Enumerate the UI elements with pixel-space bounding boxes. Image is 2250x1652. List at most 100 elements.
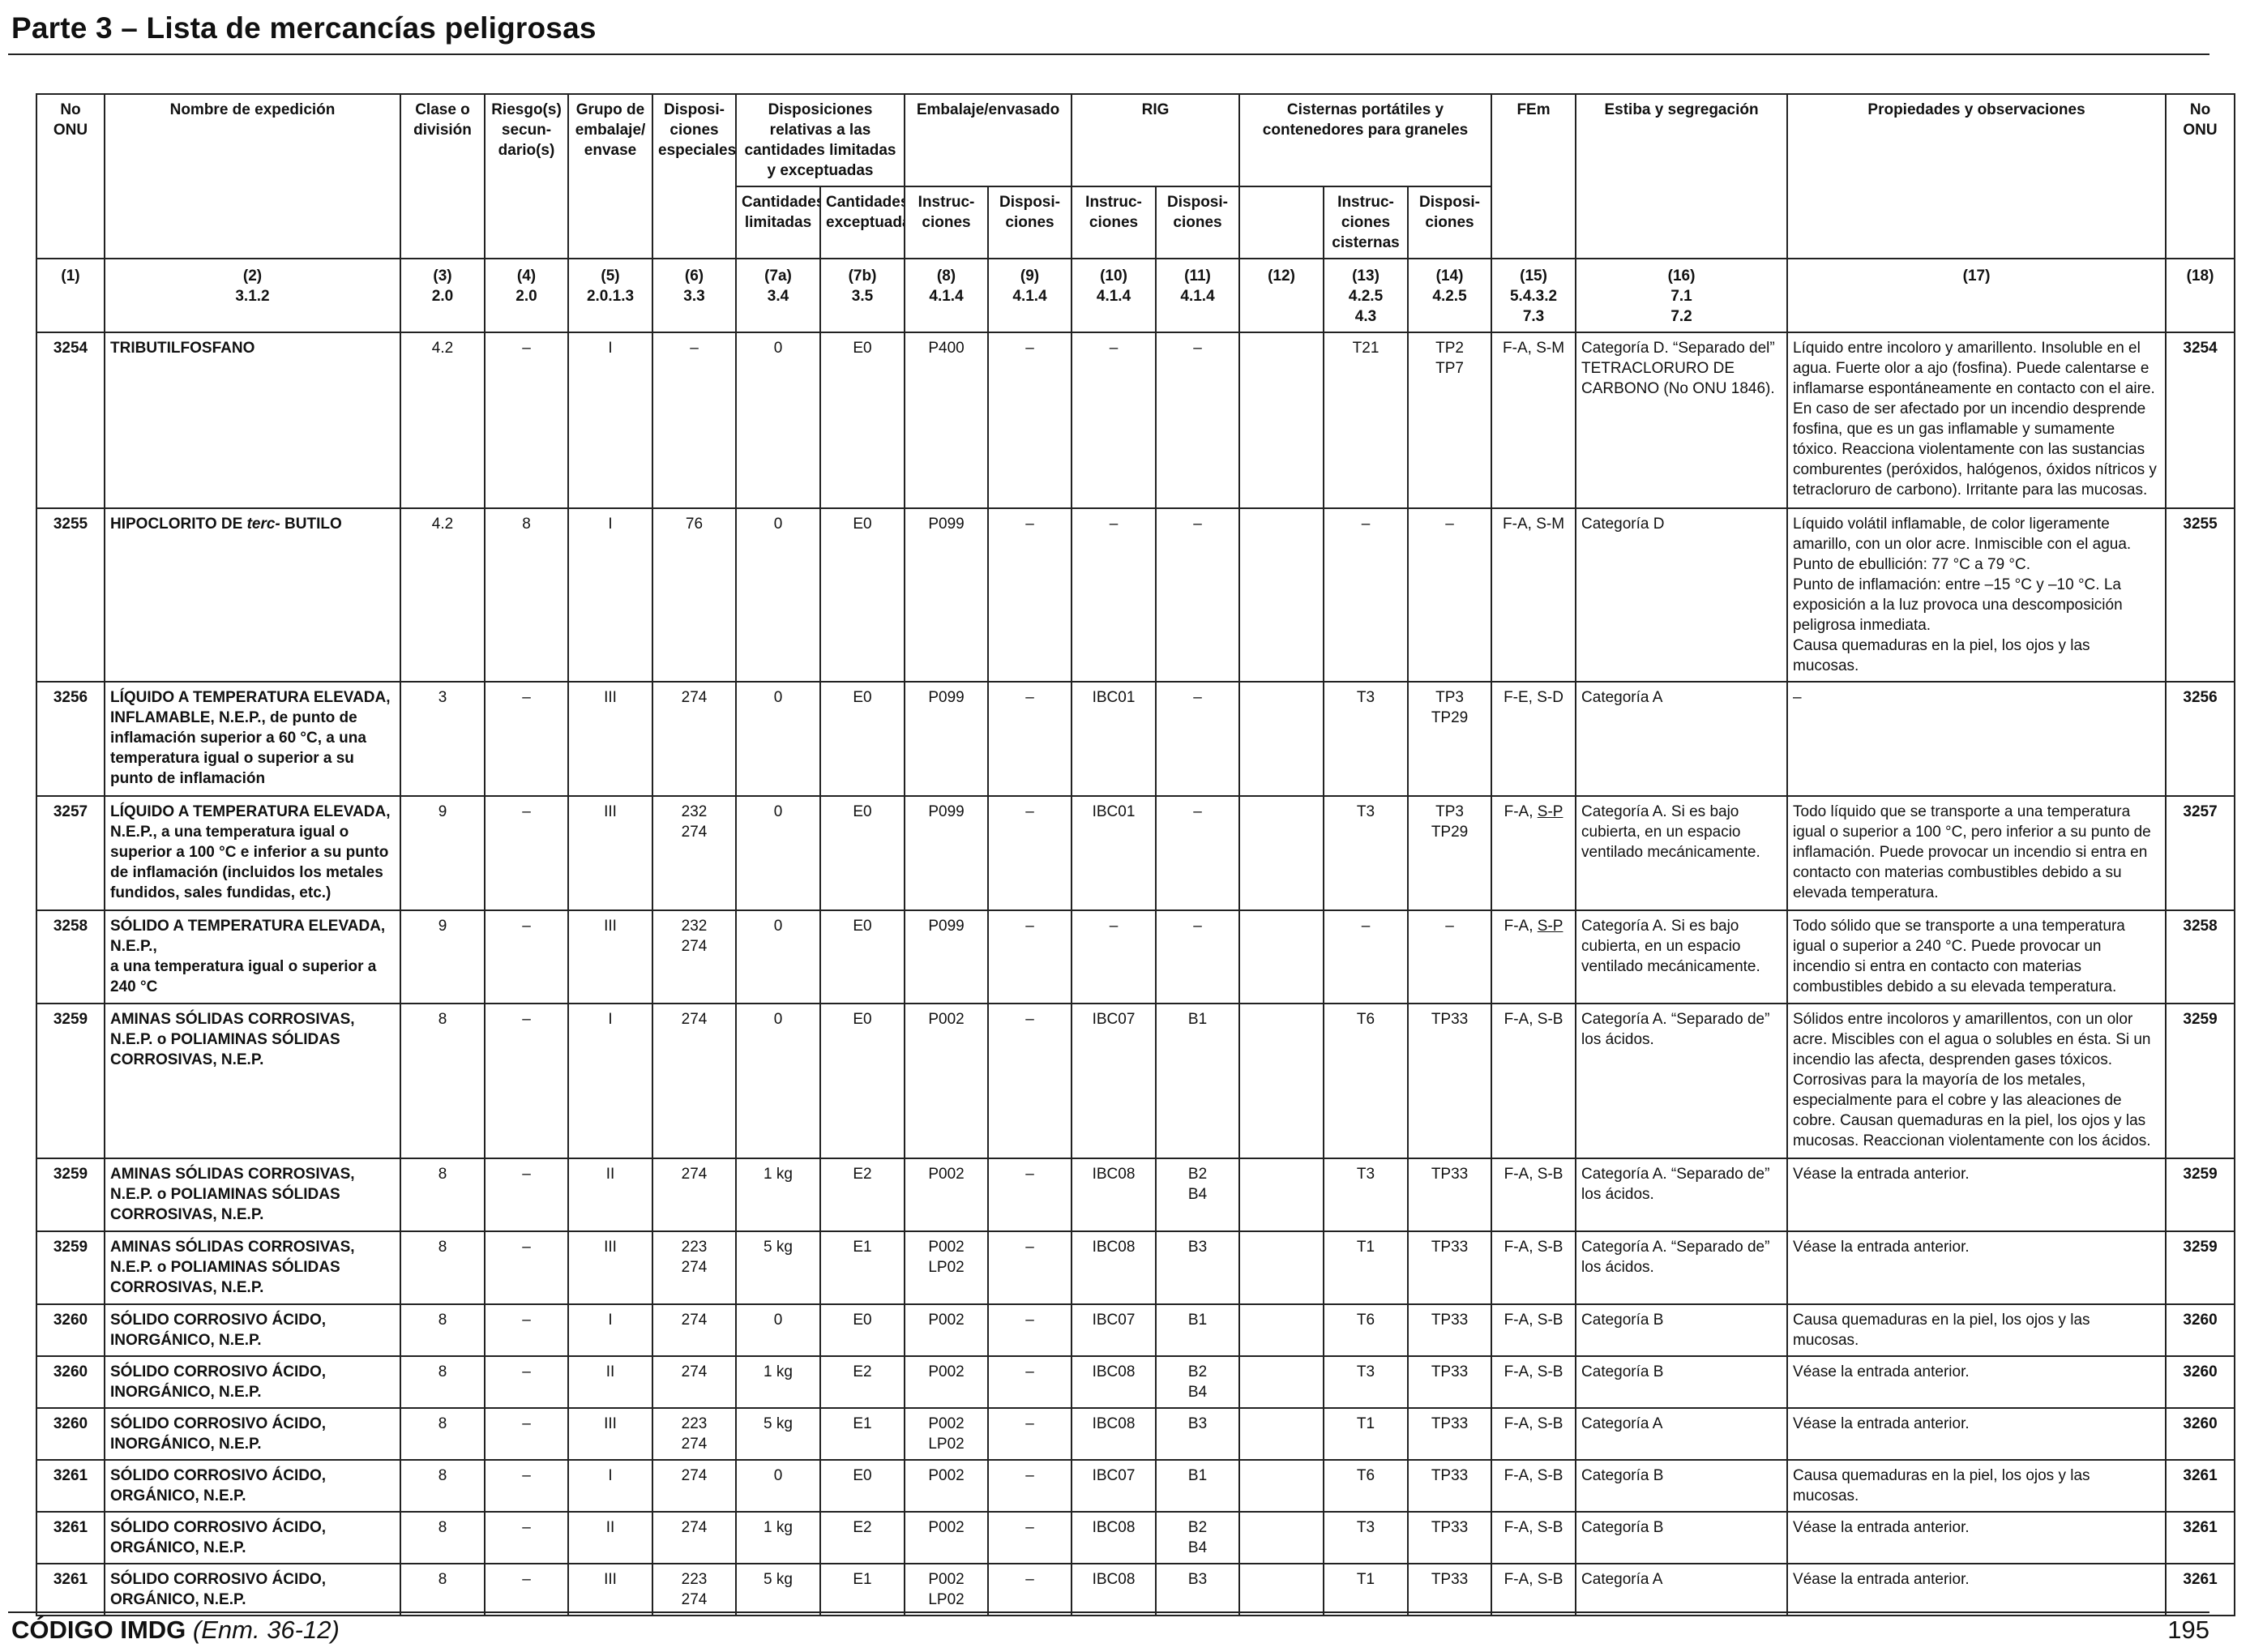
cell-clase: 9 [400,795,486,911]
cell-cisternas-instrucciones: T6 [1323,1303,1409,1357]
cell-fem: F-A, S-B [1491,1158,1577,1232]
cell-cantidades-limitadas: 0 [735,507,821,683]
cell-rig-disposiciones: – [1155,795,1241,911]
table-row: 3254 TRIBUTILFOSFANO 4.2– I –0 E0 P400– – – T21 TP… [36,332,2236,509]
cell-rig-instrucciones: IBC07 [1071,1303,1157,1357]
fem-underlined-part: S-P [1537,803,1563,820]
cell-rig-disposiciones: B2 B4 [1155,1158,1241,1232]
cell-no-onu: 3260 [36,1355,105,1409]
table-row: 3260 SÓLIDO CORROSIVO ÁCIDO, INORGÁNICO, … [36,1407,2236,1461]
cell-disposiciones-especiales: 223 274 [652,1230,737,1305]
cell-disposiciones-especiales: 223 274 [652,1407,737,1461]
cell-nombre: AMINAS SÓLIDAS CORROSIVAS, N.E.P. o POLI… [104,1158,401,1232]
cell-rig-instrucciones: IBC01 [1071,795,1157,911]
cell-no-onu: 3259 [36,1003,105,1159]
cell-cantidades-limitadas: 0 [735,681,821,797]
cell-grupo: II [567,1355,653,1409]
cell-rig-instrucciones: IBC08 [1071,1407,1157,1461]
header-cisternas-disposiciones: Disposi-ciones [1407,186,1493,259]
cell-propiedades: Véase la entrada anterior. [1786,1355,2167,1409]
cell-no-onu-right: 3259 [2165,1230,2236,1305]
fem-part: F-A, [1504,918,1538,935]
cell-rig-disposiciones: B3 [1155,1407,1241,1461]
cell-embalaje-instrucciones: P002 [904,1003,990,1159]
cell-clase: 8 [400,1407,486,1461]
cell-propiedades: Todo líquido que se transporte a una tem… [1786,795,2167,911]
cell-nombre: SÓLIDO CORROSIVO ÁCIDO, ORGÁNICO, N.E.P. [104,1459,401,1513]
cell-estiba: Categoría A. Si es bajo cubierta, en un … [1575,909,1789,1004]
footer-edition: (Enm. 36-12) [192,1616,340,1644]
cell-rig-disposiciones: B2 B4 [1155,1355,1241,1409]
cell-rig-instrucciones: IBC08 [1071,1230,1157,1305]
page-title: Parte 3 – Lista de mercancías peligrosas [11,11,597,45]
cell-cantidades-exceptuadas: E1 [819,1407,906,1461]
colnum-16: (16) 7.1 7.2 [1575,258,1789,333]
cell-embalaje-instrucciones: P002 [904,1355,990,1409]
header-clase: Clase o división [400,93,486,259]
colnum-8: (8) 4.1.4 [904,258,990,333]
cell-riesgo: – [484,1003,569,1159]
cell-propiedades: Véase la entrada anterior. [1786,1230,2167,1305]
dangerous-goods-table: No ONU Nombre de expedición Clase o divi… [36,93,2236,1616]
cell-cantidades-limitadas: 5 kg [735,1563,821,1616]
cell-grupo: III [567,1563,653,1616]
header-embalaje: Embalaje/envasado [904,93,1073,187]
header-nombre: Nombre de expedición [104,93,401,259]
cell-no-onu: 3260 [36,1407,105,1461]
cell-cisternas-disposiciones: TP3 TP29 [1407,795,1493,911]
cell-fem: F-A, S-B [1491,1355,1577,1409]
cell-rig-disposiciones: – [1155,681,1241,797]
cell-cisternas-instrucciones: T3 [1323,1158,1409,1232]
cell-no-onu-right: 3254 [2165,332,2236,509]
cell-cisternas-instrucciones: T6 [1323,1459,1409,1513]
cell-nombre: AMINAS SÓLIDAS CORROSIVAS, N.E.P. o POLI… [104,1230,401,1305]
nombre-part: HIPOCLORITO DE [110,516,247,533]
cell-no-onu: 3261 [36,1459,105,1513]
cell-cisternas-disposiciones: TP33 [1407,1407,1493,1461]
cell-embalaje-disposiciones: – [987,1563,1073,1616]
cell-rig-instrucciones: IBC07 [1071,1003,1157,1159]
cell-cisternas-disposiciones: TP3 TP29 [1407,681,1493,797]
cell-disposiciones-especiales: 274 [652,1158,737,1232]
cell-propiedades: – [1786,681,2167,797]
header-cantidades-limitadas: Cantidades limitadas [735,186,821,259]
cell-cisternas-instrucciones: T3 [1323,681,1409,797]
header-rig: RIG [1071,93,1241,187]
cell-propiedades: Sólidos entre incoloros y amarillentos, … [1786,1003,2167,1159]
cell-col12 [1238,1407,1325,1461]
cell-riesgo: – [484,1355,569,1409]
cell-embalaje-disposiciones: – [987,1230,1073,1305]
cell-embalaje-instrucciones: P002 LP02 [904,1563,990,1616]
cell-estiba: Categoría A. “Separado de” los ácidos. [1575,1230,1789,1305]
cell-col12 [1238,507,1325,683]
cell-estiba: Categoría A. “Separado de” los ácidos. [1575,1003,1789,1159]
cell-rig-instrucciones: – [1071,332,1157,509]
cell-no-onu-right: 3259 [2165,1158,2236,1232]
cell-no-onu: 3257 [36,795,105,911]
header-no-onu-right: No ONU [2165,93,2236,259]
colnum-1: (1) [36,258,105,333]
cell-riesgo: – [484,1459,569,1513]
header-propiedades: Propiedades y observaciones [1786,93,2167,259]
colnum-13: (13) 4.2.5 4.3 [1323,258,1409,333]
cell-cisternas-disposiciones: – [1407,507,1493,683]
cell-clase: 8 [400,1355,486,1409]
cell-propiedades: Causa quemaduras en la piel, los ojos y … [1786,1303,2167,1357]
cell-nombre: HIPOCLORITO DE terc- BUTILO [104,507,401,683]
table-row: 3258 SÓLIDO A TEMPERATURA ELEVADA, N.E.P.… [36,909,2236,1004]
cell-embalaje-instrucciones: P002 [904,1511,990,1564]
cell-embalaje-disposiciones: – [987,1459,1073,1513]
nombre-part: BUTILO [280,516,342,533]
cell-grupo: II [567,1511,653,1564]
header-estiba: Estiba y segregación [1575,93,1789,259]
cell-cisternas-instrucciones: – [1323,909,1409,1004]
header-fem: FEm [1491,93,1577,259]
cell-propiedades: Causa quemaduras en la piel, los ojos y … [1786,1459,2167,1513]
table-row: 3260 SÓLIDO CORROSIVO ÁCIDO, INORGÁNICO, … [36,1303,2236,1357]
cell-disposiciones-especiales: 76 [652,507,737,683]
cell-rig-disposiciones: B1 [1155,1303,1241,1357]
cell-cisternas-instrucciones: T1 [1323,1230,1409,1305]
cell-embalaje-instrucciones: P099 [904,909,990,1004]
cell-disposiciones-especiales: 232 274 [652,909,737,1004]
cell-riesgo: 8 [484,507,569,683]
